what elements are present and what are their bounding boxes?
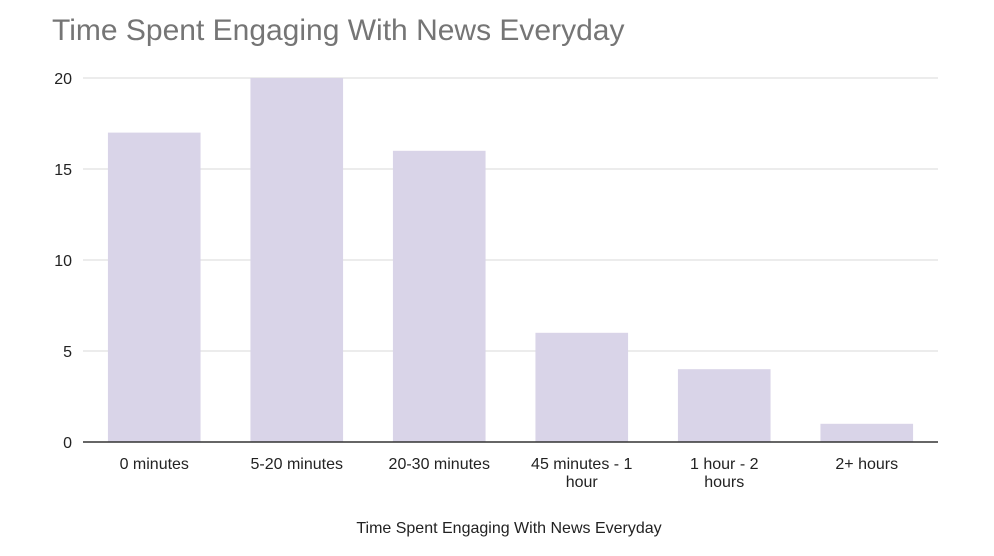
x-tick-label-line: 5-20 minutes — [251, 456, 344, 473]
bar — [250, 78, 344, 442]
x-tick-label: 0 minutes — [120, 456, 189, 473]
y-tick-label: 5 — [63, 344, 72, 361]
x-tick-label: 20-30 minutes — [389, 456, 490, 473]
x-tick-label-line: 45 minutes - 1 — [531, 456, 632, 473]
y-tick-labels: 0 5 10 15 20 — [54, 71, 72, 452]
x-tick-label: 1 hour - 2 hours — [690, 456, 759, 491]
x-tick-label-line: hours — [704, 474, 744, 491]
x-tick-label-line: hour — [566, 474, 599, 491]
bar — [535, 332, 629, 442]
x-tick-label-line: 0 minutes — [120, 456, 189, 473]
bars — [107, 78, 914, 443]
x-tick-label: 2+ hours — [835, 456, 898, 473]
x-tick-label-line: 2+ hours — [835, 456, 898, 473]
y-tick-label: 20 — [54, 71, 72, 88]
x-tick-label: 45 minutes - 1 hour — [531, 456, 632, 491]
bar — [677, 369, 771, 442]
y-tick-label: 10 — [54, 253, 72, 270]
gridlines — [83, 77, 938, 352]
chart-title: Time Spent Engaging With News Everyday — [52, 14, 625, 47]
x-tick-label-line: 20-30 minutes — [389, 456, 490, 473]
x-axis-title: Time Spent Engaging With News Everyday — [356, 520, 661, 537]
bar — [107, 132, 201, 442]
y-tick-label: 0 — [63, 435, 72, 452]
y-tick-label: 15 — [54, 162, 72, 179]
x-tick-labels: 0 minutes 5-20 minutes 20-30 minutes 45 min… — [120, 456, 899, 491]
x-tick-label-line: 1 hour - 2 — [690, 456, 759, 473]
bar — [820, 423, 914, 442]
x-tick-label: 5-20 minutes — [251, 456, 344, 473]
bar — [392, 150, 486, 443]
